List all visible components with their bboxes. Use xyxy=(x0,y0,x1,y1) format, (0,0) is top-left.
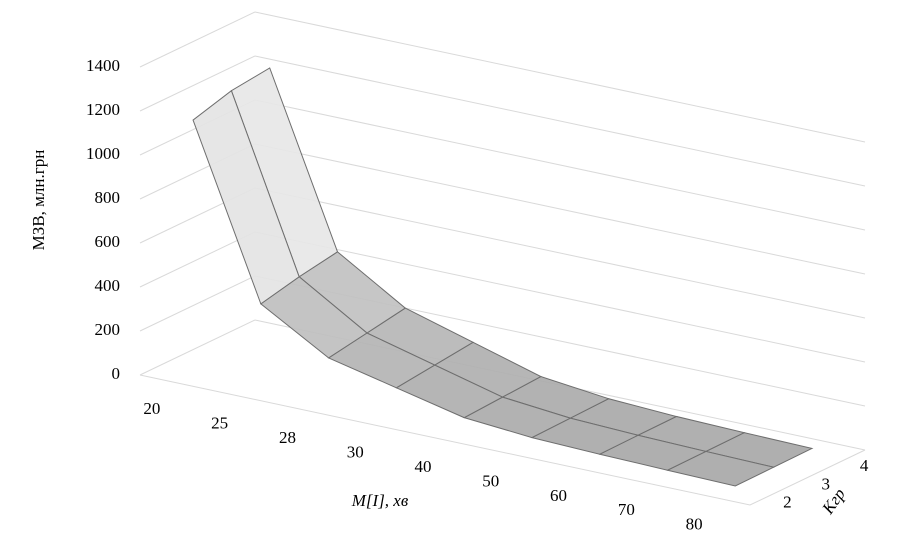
grid-line xyxy=(139,55,256,112)
floor-edge xyxy=(139,374,866,506)
y-tick-label: 600 xyxy=(95,232,121,251)
x-tick-label: 25 xyxy=(211,414,228,433)
y-tick-label: 1400 xyxy=(86,56,120,75)
x-tick-label: 28 xyxy=(279,428,296,447)
grid-line xyxy=(254,99,866,231)
grid-line xyxy=(254,187,866,319)
y-tick-label: 800 xyxy=(95,188,121,207)
x-tick-label: 60 xyxy=(550,486,567,505)
x-tick-label: 40 xyxy=(415,457,432,476)
grid-line xyxy=(254,143,866,275)
y-axis-title: МЗВ, млн.грн xyxy=(29,150,48,251)
x-tick-label: 30 xyxy=(347,442,364,461)
depth-tick-label: 3 xyxy=(822,474,831,493)
surface-patch xyxy=(192,89,300,305)
y-tick-label: 200 xyxy=(95,320,121,339)
y-tick-label: 0 xyxy=(112,364,121,383)
y-tick-label: 400 xyxy=(95,276,121,295)
y-tick-label: 1200 xyxy=(86,100,120,119)
y-tick-label: 1000 xyxy=(86,144,120,163)
grid-line xyxy=(139,11,256,68)
depth-tick-label: 4 xyxy=(860,456,869,475)
grid-line xyxy=(139,231,256,288)
x-axis-title: M[I], хв xyxy=(351,491,409,510)
x-tick-label: 80 xyxy=(686,515,703,534)
grid-line xyxy=(139,319,256,376)
grid-line xyxy=(254,11,866,143)
depth-tick-label: 2 xyxy=(783,493,792,512)
x-tick-label: 20 xyxy=(143,399,160,418)
grid-line xyxy=(254,55,866,187)
x-tick-label: 70 xyxy=(618,500,635,519)
grid-line xyxy=(254,231,866,363)
grid-line xyxy=(139,275,256,332)
x-tick-label: 50 xyxy=(482,471,499,490)
